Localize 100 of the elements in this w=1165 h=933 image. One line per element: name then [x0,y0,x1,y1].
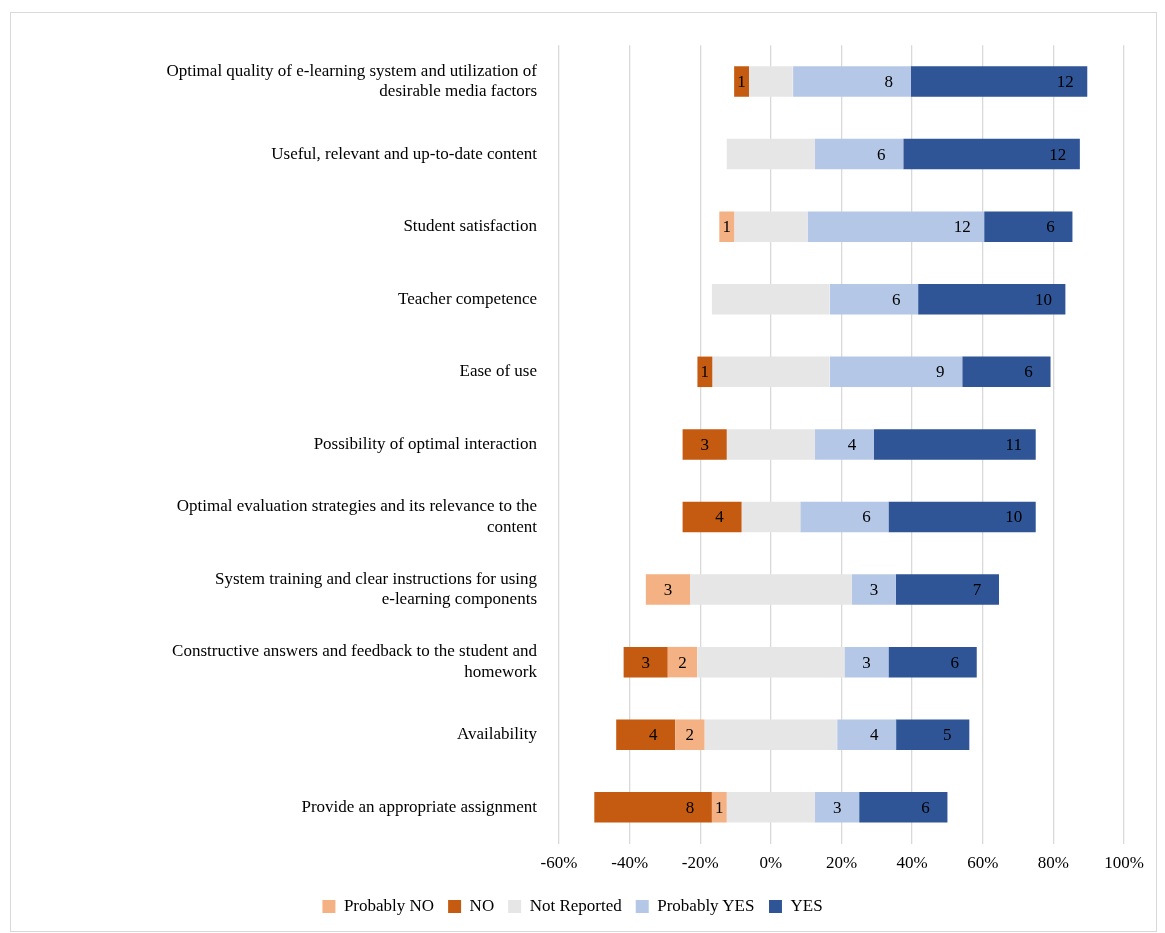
bar [962,356,1051,388]
annotation: 1 [715,797,724,817]
annotation: 6 [1024,362,1033,382]
y-tick-label: Useful, relevant and up-to-date content [271,143,538,163]
bar [594,792,712,823]
annotation: 1 [700,362,710,382]
bar [623,646,668,678]
bar [984,211,1073,242]
annotation: 4 [847,434,857,454]
bar [711,283,830,315]
bar [815,792,860,823]
bar [734,66,749,97]
annotation: 12 [953,217,971,237]
legend-label: Probably YES [657,895,755,915]
bar [844,646,889,678]
x-tick-label: 80% [1037,853,1069,873]
bar [711,356,830,388]
annotation: 12 [1056,71,1074,91]
annotation: 6 [1046,217,1055,237]
bar [829,356,963,388]
bar [873,429,1036,460]
bar [918,283,1066,315]
annotation: 3 [832,797,842,817]
bar [910,66,1088,97]
bar [616,719,676,750]
annotation: 3 [700,434,709,454]
legend-label: Not Reported [529,895,623,915]
bar [667,646,698,678]
annotation: 2 [685,725,695,745]
bar [675,719,705,750]
y-tick-label: Constructive answers and feedback to the student and homework [172,641,538,681]
y-tick-label: Optimal quality of e-learning system and utilization of desirable media factors [166,60,538,101]
y-tick-label: Possibility of optimal interaction [313,433,538,453]
y-tick-label: Availability [457,724,538,744]
bar [895,574,999,605]
bar [719,211,735,242]
annotation: 10 [1005,507,1023,527]
bar [888,501,1036,533]
x-tick-label: 60% [967,853,999,873]
bar [829,283,919,315]
annotation: 3 [862,652,871,672]
x-tick-label: -60% [540,853,578,873]
y-tick-label: Teacher competence [398,288,537,308]
bar [888,646,977,678]
bar [837,719,897,750]
x-tick-label: 40% [896,853,928,873]
bar [859,792,948,823]
annotation: 4 [869,725,879,745]
bar [690,574,852,605]
annotation: 6 [921,797,930,817]
annotation: 5 [943,725,952,745]
annotation: 8 [685,797,695,817]
annotation: 11 [1005,434,1022,454]
x-tick-label: 20% [825,853,858,873]
bar [851,574,896,605]
x-tick-label: 100% [1104,853,1144,873]
bar [807,211,985,242]
annotation: 6 [862,507,871,527]
y-tick-label: Ease of use [459,361,537,381]
x-tick-label: -20% [681,853,719,873]
y-tick-label: System training and clear instructions for using e-learning components [215,568,538,609]
legend-label: Probably NO [343,895,435,915]
annotation: 1 [737,71,746,91]
bar [697,646,845,678]
annotation: 12 [1049,144,1067,164]
annotation: 4 [648,725,658,745]
annotation: 4 [715,507,725,527]
bar [815,138,904,170]
bar [704,719,837,750]
bar [726,429,816,460]
bar [895,719,970,750]
bar [711,792,727,823]
bar [741,501,801,533]
legend-label: NO [469,895,495,915]
annotation: 6 [950,652,959,672]
bar [734,211,808,242]
bar [800,501,889,533]
bar [726,138,816,170]
bar [682,501,742,533]
x-tick-label: -40% [611,853,649,873]
annotation: 10 [1034,289,1052,309]
annotation: 3 [663,580,673,600]
bar [903,138,1080,170]
annotation: 3 [641,652,651,672]
x-tick-label: 0% [759,853,783,873]
bar [815,429,874,460]
annotation: 2 [678,652,687,672]
legend-label: YES [790,895,823,915]
annotation: 6 [891,289,901,309]
annotation: 7 [972,580,982,600]
bar [793,66,911,97]
annotation: 8 [884,71,893,91]
y-tick-label: Optimal evaluation strategies and its relevance to the content [176,496,538,536]
annotation: 1 [722,217,731,237]
bar [748,66,793,97]
bar [726,792,816,823]
y-tick-label: Provide an appropriate assignment [301,796,538,816]
bar [682,429,727,460]
bar [645,574,691,605]
annotation: 3 [869,580,879,600]
